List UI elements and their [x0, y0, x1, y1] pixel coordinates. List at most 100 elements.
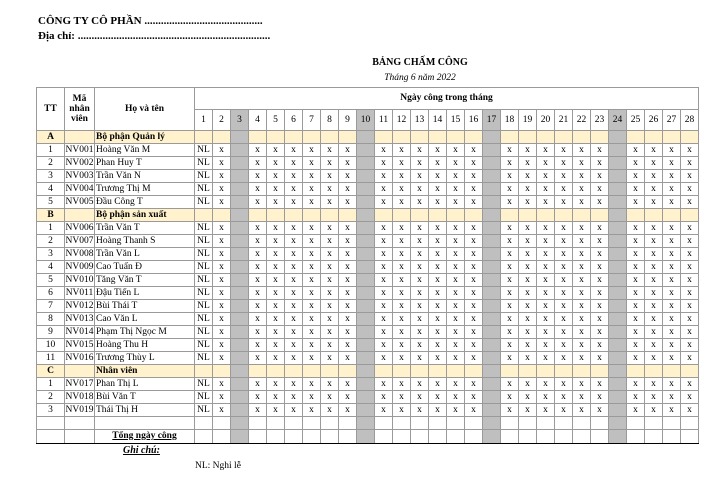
attendance-cell: x [626, 143, 645, 157]
attendance-cell: x [446, 156, 465, 170]
attendance-cell: x [680, 221, 699, 235]
attendance-cell: x [662, 273, 681, 287]
attendance-cell [608, 403, 627, 417]
attendance-cell [482, 377, 501, 391]
attendance-cell: x [572, 390, 591, 404]
attendance-cell [230, 286, 249, 300]
attendance-cell: x [284, 143, 303, 157]
attendance-cell: x [266, 351, 285, 365]
attendance-cell [356, 299, 375, 313]
cell [608, 208, 627, 222]
cell [64, 130, 95, 144]
cell [284, 364, 303, 378]
cell [428, 416, 447, 430]
cell [428, 364, 447, 378]
employee-row: 10 NV015 Hoàng Thu H NL x x x x x x x x x x x x x x x x x x x x… [36, 338, 699, 352]
attendance-cell: x [392, 390, 411, 404]
attendance-cell: x [536, 312, 555, 326]
cell [626, 130, 645, 144]
attendance-cell: x [644, 260, 663, 274]
employee-row: 2 NV018 Bùi Văn T NL x x x x x x x x x x x x x x x x x x x x x x x [36, 390, 699, 404]
employee-row: 5 NV010 Tăng Văn T NL x x x x x x x x x x x x x x x x x x x x x x… [36, 273, 699, 287]
attendance-cell: x [644, 312, 663, 326]
attendance-cell: x [320, 169, 339, 183]
attendance-cell: x [428, 221, 447, 235]
attendance-cell: x [500, 195, 519, 209]
attendance-cell: x [572, 182, 591, 196]
attendance-cell: x [446, 234, 465, 248]
attendance-cell [608, 325, 627, 339]
attendance-cell: x [554, 273, 573, 287]
attendance-cell: x [626, 182, 645, 196]
attendance-cell: x [446, 182, 465, 196]
section-letter: C [36, 364, 65, 378]
attendance-cell: x [464, 403, 483, 417]
attendance-cell: x [446, 377, 465, 391]
row-number: 5 [36, 273, 65, 287]
attendance-cell: x [320, 325, 339, 339]
employee-name: Phan Thị L [94, 377, 195, 391]
attendance-cell: x [644, 273, 663, 287]
attendance-cell: x [446, 325, 465, 339]
attendance-cell: x [302, 182, 321, 196]
attendance-cell: x [428, 247, 447, 261]
attendance-cell: x [392, 169, 411, 183]
cell [482, 208, 501, 222]
employee-code: NV011 [64, 286, 95, 300]
cell [536, 416, 555, 430]
cell [446, 416, 465, 430]
cell [554, 429, 573, 444]
attendance-cell [608, 312, 627, 326]
attendance-cell: x [680, 273, 699, 287]
cell [446, 208, 465, 222]
attendance-cell: x [392, 260, 411, 274]
cell [500, 364, 519, 378]
attendance-cell: x [590, 234, 609, 248]
attendance-cell: x [248, 286, 267, 300]
attendance-cell: x [428, 351, 447, 365]
attendance-cell [356, 338, 375, 352]
attendance-cell: x [392, 338, 411, 352]
attendance-cell: x [338, 221, 357, 235]
attendance-cell [482, 325, 501, 339]
attendance-cell: x [518, 351, 537, 365]
cell [410, 364, 429, 378]
attendance-cell: x [500, 143, 519, 157]
attendance-cell: x [428, 260, 447, 274]
attendance-cell: x [248, 351, 267, 365]
attendance-cell: x [536, 195, 555, 209]
attendance-cell: x [554, 260, 573, 274]
attendance-cell: x [590, 325, 609, 339]
attendance-cell: x [518, 169, 537, 183]
cell [230, 364, 249, 378]
employee-code: NV010 [64, 273, 95, 287]
cell [64, 364, 95, 378]
cell [590, 416, 609, 430]
attendance-cell: x [680, 286, 699, 300]
attendance-cell: x [680, 247, 699, 261]
cell [248, 208, 267, 222]
cell [662, 208, 681, 222]
cell [410, 429, 429, 444]
attendance-cell: x [338, 286, 357, 300]
attendance-cell: NL [194, 156, 213, 170]
attendance-cell: x [266, 403, 285, 417]
attendance-cell: x [500, 299, 519, 313]
attendance-cell: x [320, 143, 339, 157]
attendance-cell: x [662, 377, 681, 391]
attendance-cell [230, 234, 249, 248]
row-number: 6 [36, 286, 65, 300]
attendance-cell: x [554, 143, 573, 157]
attendance-cell: x [662, 286, 681, 300]
attendance-cell: x [338, 169, 357, 183]
attendance-cell: x [644, 325, 663, 339]
attendance-cell: x [536, 247, 555, 261]
attendance-cell: x [212, 156, 231, 170]
employee-name: Phan Huy T [94, 156, 195, 170]
cell [64, 429, 95, 444]
attendance-cell: x [212, 143, 231, 157]
attendance-cell: x [320, 221, 339, 235]
subtitle: Tháng 6 năm 2022 [384, 73, 456, 83]
attendance-table: TT Mã nhân viên Họ và tên Ngày công trong t… [36, 87, 699, 444]
attendance-cell: x [590, 351, 609, 365]
